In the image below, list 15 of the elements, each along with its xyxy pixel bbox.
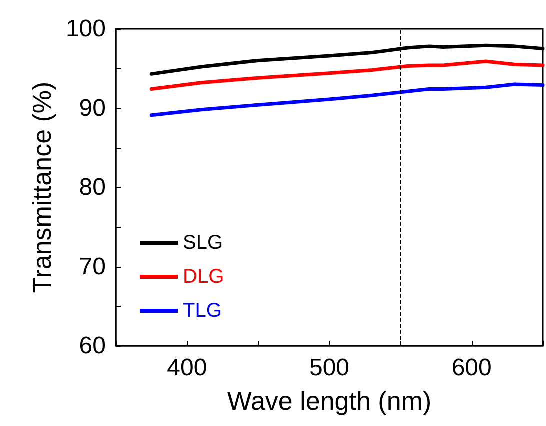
y-tick-label: 70	[79, 253, 106, 280]
y-axis-title: Transmittance (%)	[27, 82, 58, 294]
legend-label: SLG	[183, 232, 224, 254]
y-tick-label: 80	[79, 174, 106, 201]
y-tick-label: 90	[79, 94, 106, 122]
x-tick-label: 400	[167, 354, 208, 382]
line-series	[150, 60, 545, 91]
x-tick-label: 600	[452, 354, 492, 382]
y-tick-label: 100	[66, 16, 106, 42]
legend-label: TLG	[183, 300, 222, 322]
line-series	[150, 82, 545, 118]
y-tick-label: 60	[79, 332, 106, 360]
legend-label: DLG	[183, 266, 224, 288]
x-axis-title: Wave length (nm)	[227, 386, 432, 416]
x-tick-label: 500	[309, 354, 350, 382]
